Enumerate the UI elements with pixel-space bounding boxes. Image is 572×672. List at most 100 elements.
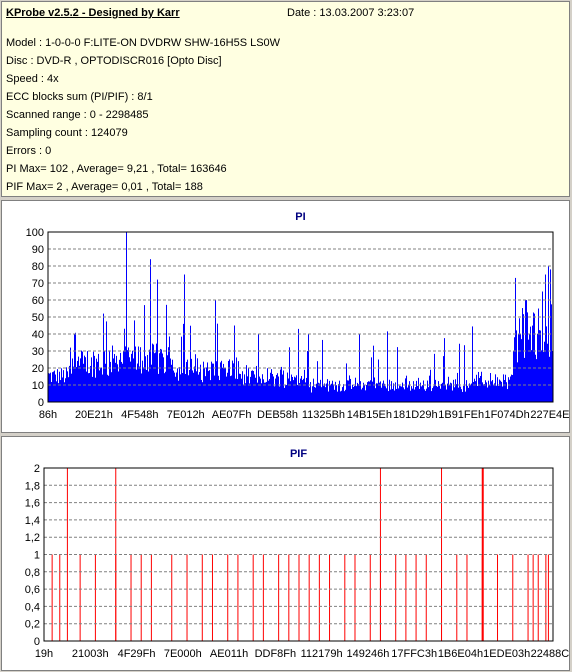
pi-bar [156, 343, 157, 402]
pi-bar [319, 383, 320, 402]
pi-bar [98, 353, 99, 402]
pi-bar [437, 386, 438, 402]
pi-bar [270, 372, 271, 402]
pi-bar [551, 304, 552, 402]
pi-bar [330, 384, 331, 402]
pi-bar [369, 381, 370, 402]
pi-bar [356, 386, 357, 402]
pi-bar [196, 371, 197, 402]
pi-bar [157, 279, 158, 402]
pi-bar [79, 365, 80, 402]
pi-bar [247, 376, 248, 402]
pi-bar [317, 361, 318, 402]
pi-bar [465, 391, 466, 402]
pi-bar [186, 361, 187, 402]
pi-bar [188, 375, 189, 402]
pi-bar [63, 370, 64, 402]
pi-bar [85, 357, 86, 402]
pi-bar [72, 358, 73, 402]
pi-chart: PI 0 10 20 30 40 50 60 70 80 90 100 86h 20E21h 4F548h 7… [26, 211, 569, 421]
pi-bar [281, 366, 282, 402]
pi-bar [480, 375, 481, 402]
pif-bar [140, 554, 142, 641]
pi-bar [393, 383, 394, 402]
pi-bar [390, 389, 391, 402]
pi-bar [456, 384, 457, 402]
pi-bar [524, 357, 525, 402]
pi-bar [237, 378, 238, 402]
pi-bar [333, 384, 334, 402]
pi-bar [368, 381, 369, 402]
pi-bar [93, 351, 94, 402]
pi-bar [108, 375, 109, 402]
pi-bar [509, 379, 510, 402]
pi-bar [388, 391, 389, 402]
pi-bar [374, 377, 375, 402]
pi-bar [268, 380, 269, 402]
pif-bar [405, 554, 407, 641]
pif-bar [298, 554, 300, 641]
y-tick-label: 20 [32, 363, 44, 375]
scan-date: Date : 13.03.2007 3:23:07 [287, 7, 415, 19]
pi-bar [104, 351, 105, 402]
pi-bar [517, 362, 518, 402]
pi-bar [434, 353, 435, 402]
pi-bar [355, 377, 356, 402]
pi-bar [461, 389, 462, 402]
pi-bar [506, 382, 507, 402]
pi-bar [217, 323, 218, 402]
pi-bar [381, 387, 382, 402]
pi-bar [341, 390, 342, 402]
pi-bar [298, 328, 299, 402]
y-tick-label: 30 [32, 346, 44, 358]
pi-bar [301, 375, 302, 402]
pi-bar [82, 351, 83, 402]
pi-bar [228, 360, 229, 402]
pi-bar [211, 361, 212, 402]
pi-bar [451, 383, 452, 402]
pi-bar [119, 359, 120, 402]
pi-bar [394, 390, 395, 402]
pi-bar [335, 381, 336, 402]
pi-bar [207, 362, 208, 402]
pi-bar [235, 378, 236, 402]
pi-bar [454, 387, 455, 402]
pi-bar [146, 369, 147, 402]
pi-bar [399, 385, 400, 402]
pi-bar [507, 389, 508, 402]
pi-bar [123, 351, 124, 402]
pi-bar [309, 387, 310, 402]
pi-bar [61, 368, 62, 402]
x-tick-label: 21003h [72, 648, 109, 660]
pi-bar [429, 375, 430, 402]
pi-bar [401, 386, 402, 402]
pi-bar [316, 383, 317, 402]
pi-bar [471, 383, 472, 402]
pi-bar [127, 350, 128, 402]
pif-chart-panel: PIF 0 0,2 0,4 0,6 0,8 1 1,2 1,4 1,6 1,8 2 19h 21003h 4… [1, 436, 570, 671]
pi-bar [289, 347, 290, 402]
pi-bar [73, 366, 74, 402]
pi-bar [106, 321, 107, 402]
pi-bar [361, 389, 362, 402]
info-pi-summary: PI Max= 102 , Average= 9,21 , Total= 163… [6, 163, 227, 175]
pi-bar [536, 359, 537, 402]
pi-bar [113, 358, 114, 402]
pi-bar [299, 382, 300, 402]
pi-bar [265, 382, 266, 402]
pi-bar [435, 379, 436, 402]
x-tick-label: 20E21h [75, 409, 113, 421]
pif-bar [318, 554, 320, 641]
pi-bar [279, 386, 280, 402]
pi-bar [115, 362, 116, 402]
pi-bar [180, 374, 181, 402]
pi-bar [398, 388, 399, 402]
pi-bar [149, 349, 150, 402]
pi-bar [485, 380, 486, 402]
pi-bar [198, 374, 199, 402]
pi-bar [444, 338, 445, 402]
pi-bar [189, 369, 190, 402]
pif-bar [415, 554, 417, 641]
pi-bar [50, 372, 51, 402]
pi-bar [519, 318, 520, 402]
